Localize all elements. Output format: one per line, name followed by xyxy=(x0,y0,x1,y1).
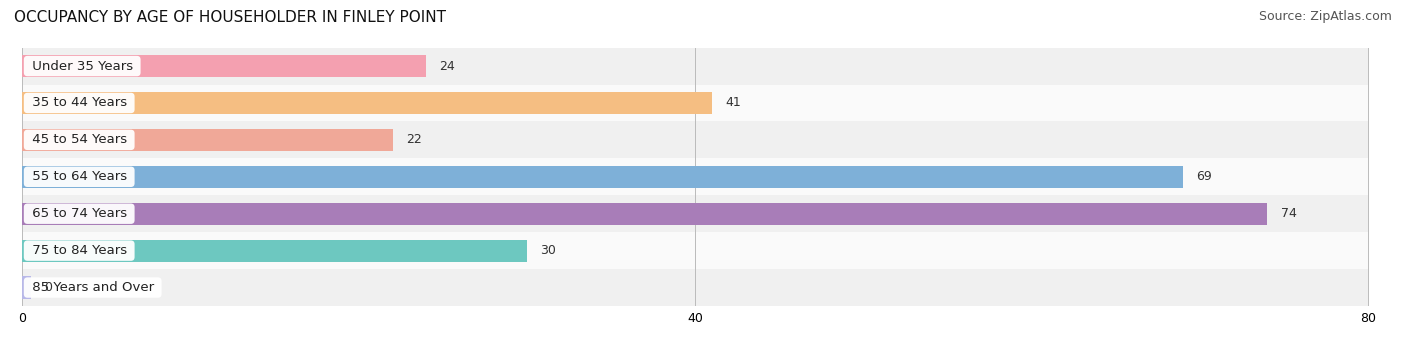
Bar xyxy=(22,129,392,151)
Text: 35 to 44 Years: 35 to 44 Years xyxy=(28,97,131,109)
Text: 85 Years and Over: 85 Years and Over xyxy=(28,281,157,294)
Bar xyxy=(22,203,1267,225)
Bar xyxy=(22,240,527,262)
Bar xyxy=(22,195,1368,232)
Bar xyxy=(22,166,1182,188)
Text: 41: 41 xyxy=(725,97,741,109)
Text: 65 to 74 Years: 65 to 74 Years xyxy=(28,207,131,220)
Text: 75 to 84 Years: 75 to 84 Years xyxy=(28,244,131,257)
Bar xyxy=(22,276,31,299)
Text: 24: 24 xyxy=(440,59,456,72)
Bar xyxy=(22,85,1368,121)
Text: 0: 0 xyxy=(45,281,52,294)
Bar xyxy=(22,92,711,114)
Bar xyxy=(22,121,1368,158)
Text: Source: ZipAtlas.com: Source: ZipAtlas.com xyxy=(1258,10,1392,23)
Bar xyxy=(22,55,426,77)
Bar xyxy=(22,232,1368,269)
Text: 74: 74 xyxy=(1281,207,1296,220)
Bar xyxy=(22,158,1368,195)
Text: 45 to 54 Years: 45 to 54 Years xyxy=(28,133,131,147)
Text: 30: 30 xyxy=(540,244,557,257)
Text: 22: 22 xyxy=(406,133,422,147)
Text: Under 35 Years: Under 35 Years xyxy=(28,59,136,72)
Text: 55 to 64 Years: 55 to 64 Years xyxy=(28,170,131,183)
Bar xyxy=(22,48,1368,85)
Text: OCCUPANCY BY AGE OF HOUSEHOLDER IN FINLEY POINT: OCCUPANCY BY AGE OF HOUSEHOLDER IN FINLE… xyxy=(14,10,446,25)
Bar xyxy=(22,269,1368,306)
Text: 69: 69 xyxy=(1197,170,1212,183)
